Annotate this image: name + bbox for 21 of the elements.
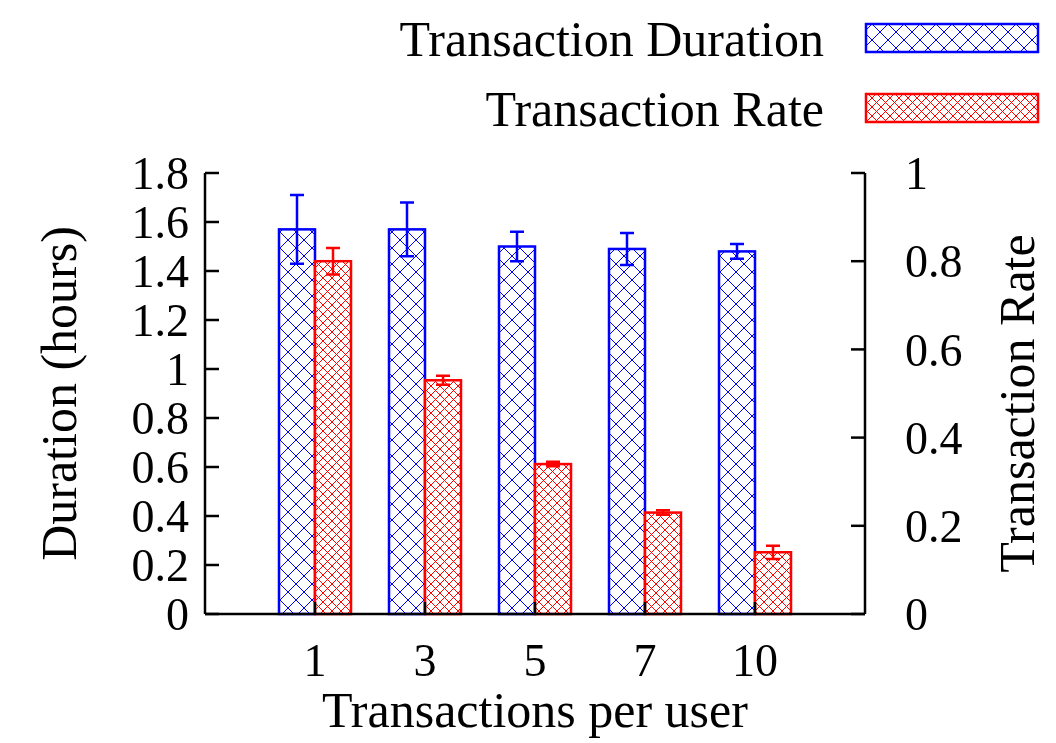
y-tick-label: 1.6 <box>131 197 189 249</box>
y-tick-label: 0.6 <box>131 442 189 494</box>
legend-label: Transaction Duration <box>399 10 824 67</box>
y-axis-title: Duration (hours) <box>31 226 87 561</box>
y2-tick-label: 1 <box>905 148 928 200</box>
y-tick-label: 0.8 <box>131 393 189 445</box>
y-tick-label: 0 <box>166 589 189 641</box>
y-tick-label: 1 <box>166 344 189 396</box>
y-tick-label: 0.2 <box>131 540 189 592</box>
y2-tick-label: 0 <box>905 589 928 641</box>
legend-label: Transaction Rate <box>485 80 824 137</box>
y2-tick-label: 0.6 <box>905 324 963 376</box>
y-tick-label: 0.4 <box>131 491 189 543</box>
y2-tick-label: 0.2 <box>905 500 963 552</box>
y2-axis-title: Transaction Rate <box>989 234 1045 573</box>
y-tick-label: 1.4 <box>131 246 189 298</box>
y2-tick-label: 0.8 <box>905 236 963 288</box>
y-tick-label: 1.2 <box>131 295 189 347</box>
y2-tick-label: 0.4 <box>905 412 963 464</box>
bar <box>643 511 683 616</box>
y-tick-label: 1.8 <box>131 148 189 200</box>
